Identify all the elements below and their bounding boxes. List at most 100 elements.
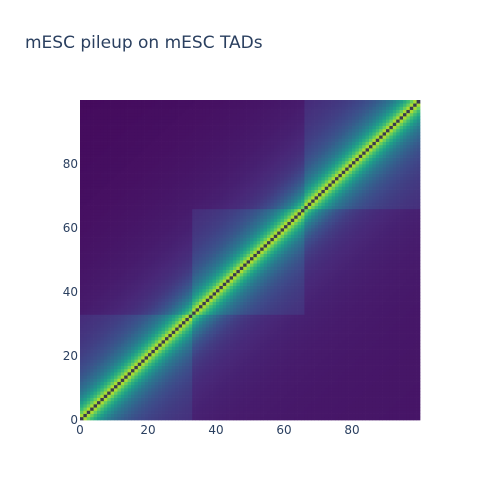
heatmap-cell xyxy=(307,288,312,293)
heatmap-cell xyxy=(406,394,411,398)
heatmap-cell xyxy=(239,285,244,290)
heatmap-cell xyxy=(263,320,268,325)
heatmap-cell xyxy=(165,317,169,322)
heatmap-cell xyxy=(226,416,230,421)
heatmap-cell xyxy=(141,314,145,318)
heatmap-cell xyxy=(260,391,264,395)
heatmap-cell xyxy=(355,413,360,418)
heatmap-cell xyxy=(161,362,166,366)
heatmap-cell xyxy=(80,336,84,341)
heatmap-cell xyxy=(188,324,193,328)
heatmap-cell xyxy=(358,413,363,418)
heatmap-cell xyxy=(365,368,370,373)
heatmap-cell xyxy=(222,407,227,411)
heatmap-cell xyxy=(161,416,166,421)
heatmap-cell xyxy=(389,279,394,283)
heatmap-cell xyxy=(277,346,281,350)
heatmap-cell xyxy=(369,295,373,299)
heatmap-cell xyxy=(83,343,88,347)
heatmap-cell xyxy=(338,404,343,408)
heatmap-cell xyxy=(222,285,227,290)
heatmap-cell xyxy=(372,359,377,363)
heatmap-cell xyxy=(382,285,387,290)
heatmap-cell xyxy=(168,295,173,299)
heatmap-cell xyxy=(151,372,156,376)
heatmap-cell xyxy=(396,298,400,302)
heatmap-cell xyxy=(345,352,349,357)
heatmap-cell xyxy=(280,410,285,414)
heatmap-cell xyxy=(328,346,332,350)
heatmap-cell xyxy=(216,263,220,267)
heatmap-cell xyxy=(171,266,176,270)
heatmap-cell xyxy=(321,400,326,405)
heatmap-cell xyxy=(369,260,373,264)
heatmap-cell xyxy=(107,365,111,370)
heatmap-cell xyxy=(229,285,234,290)
heatmap-cell xyxy=(236,327,241,331)
heatmap-cell xyxy=(273,378,278,382)
heatmap-cell xyxy=(131,384,135,389)
heatmap-cell xyxy=(171,410,176,414)
heatmap-cell xyxy=(205,388,210,392)
heatmap-cell xyxy=(338,292,343,296)
heatmap-cell xyxy=(284,372,288,376)
heatmap-cell xyxy=(311,288,315,293)
heatmap-cell xyxy=(409,365,414,370)
heatmap-cell xyxy=(331,352,336,357)
heatmap-cell xyxy=(110,413,115,418)
heatmap-cell xyxy=(341,308,346,312)
heatmap-cell xyxy=(239,333,244,338)
heatmap-cell xyxy=(205,279,210,283)
heatmap-cell xyxy=(137,279,142,283)
heatmap-cell xyxy=(277,282,281,286)
heatmap-cell xyxy=(256,285,261,290)
heatmap-cell xyxy=(318,276,322,280)
heatmap-cell xyxy=(216,375,220,379)
heatmap-cell xyxy=(287,292,292,296)
heatmap-cell xyxy=(362,282,366,286)
heatmap-cell xyxy=(270,314,275,318)
heatmap-cell xyxy=(311,308,315,312)
heatmap-cell xyxy=(185,416,190,421)
heatmap-cell xyxy=(375,272,380,277)
heatmap-cell xyxy=(253,394,258,398)
heatmap-cell xyxy=(335,404,339,408)
heatmap-cell xyxy=(233,327,237,331)
heatmap-cell xyxy=(171,359,176,363)
heatmap-cell xyxy=(341,391,346,395)
heatmap-cell xyxy=(399,269,404,274)
heatmap-cell xyxy=(171,327,176,331)
heatmap-cell xyxy=(243,276,247,280)
heatmap-cell xyxy=(120,336,125,341)
heatmap-cell xyxy=(358,327,363,331)
heatmap-cell xyxy=(148,416,152,421)
heatmap-cell xyxy=(328,416,332,421)
heatmap-cell xyxy=(134,356,139,360)
heatmap-cell xyxy=(409,336,414,341)
heatmap-cell xyxy=(110,375,115,379)
heatmap-cell xyxy=(263,365,268,370)
heatmap-cell xyxy=(93,381,98,386)
heatmap-cell xyxy=(243,397,247,402)
heatmap-cell xyxy=(185,304,190,309)
heatmap-cell xyxy=(144,282,149,286)
heatmap-cell xyxy=(148,301,152,306)
heatmap-cell xyxy=(297,349,302,354)
heatmap-cell xyxy=(199,397,203,402)
heatmap-cell xyxy=(311,272,315,277)
heatmap-cell xyxy=(209,333,213,338)
heatmap-cell xyxy=(90,327,94,331)
heatmap-cell xyxy=(171,416,176,421)
heatmap-cell xyxy=(314,320,319,325)
heatmap-cell xyxy=(338,349,343,354)
heatmap-cell xyxy=(324,333,329,338)
heatmap-cell xyxy=(338,288,343,293)
heatmap-cell xyxy=(267,266,271,270)
heatmap-cell xyxy=(212,410,217,414)
heatmap-cell xyxy=(307,298,312,302)
heatmap-cell xyxy=(273,356,278,360)
heatmap-cell xyxy=(134,349,139,354)
heatmap-cell xyxy=(165,346,169,350)
heatmap-cell xyxy=(114,276,118,280)
heatmap-cell xyxy=(216,413,220,418)
